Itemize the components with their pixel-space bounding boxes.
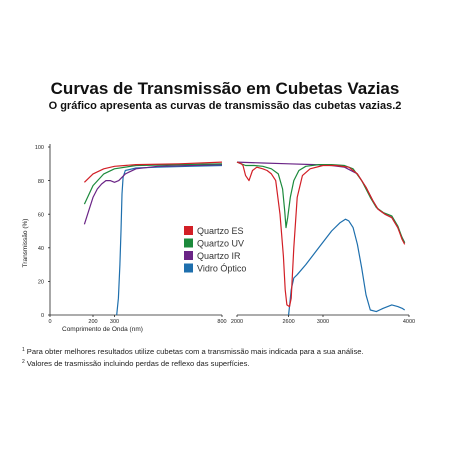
legend-label-quartzo-uv: Quartzo UV bbox=[197, 239, 244, 249]
series-vidro-optico-left bbox=[116, 164, 223, 316]
footnote-2-text: Valores de trasmissão incluindo perdas d… bbox=[26, 359, 250, 368]
y-tick-label: 40 bbox=[38, 246, 44, 252]
chart-subtitle: O gráfico apresenta as curvas de transmi… bbox=[48, 100, 402, 112]
footnote-2-mark: 2 bbox=[22, 359, 25, 365]
y-tick-label: 60 bbox=[38, 212, 44, 218]
legend-swatch-quartzo-uv bbox=[184, 238, 193, 248]
y-tick-label: 100 bbox=[35, 145, 44, 151]
legend-swatch-vidro-optico bbox=[184, 263, 193, 273]
x-tick-label-left: 300 bbox=[110, 319, 119, 325]
x-tick-label-right: 2600 bbox=[282, 319, 294, 325]
x-axis-label: Comprimento de Onda (nm) bbox=[62, 326, 143, 333]
x-tick-label-right: 2000 bbox=[231, 319, 243, 325]
x-tick-label-left: 0 bbox=[48, 319, 51, 325]
chart-title: Curvas de Transmissão em Cubetas Vazias bbox=[50, 79, 400, 98]
y-tick-label: 0 bbox=[41, 313, 44, 319]
legend-swatch-quartzo-es bbox=[184, 226, 193, 235]
legend-label-quartzo-ir: Quartzo IR bbox=[197, 251, 241, 261]
y-tick-label: 20 bbox=[38, 280, 44, 286]
x-tick-label-left: 200 bbox=[88, 319, 97, 325]
x-tick-label-left: 800 bbox=[217, 319, 226, 325]
footnote-1: 1 Para obter melhores resultados utilize … bbox=[22, 347, 364, 356]
x-tick-label-right: 4000 bbox=[403, 319, 415, 325]
series-vidro-optico-right bbox=[288, 218, 406, 316]
footnote-1-text: Para obter melhores resultados utilize c… bbox=[26, 347, 364, 356]
series-quartzo-uv-left bbox=[83, 163, 223, 205]
legend-label-vidro-optico: Vidro Óptico bbox=[197, 264, 246, 274]
y-tick-label: 80 bbox=[38, 179, 44, 185]
series-quartzo-es-left bbox=[83, 161, 223, 183]
series-quartzo-ir-right bbox=[236, 161, 406, 244]
series-quartzo-ir-left bbox=[83, 164, 223, 225]
y-axis-label: Transmissão (%) bbox=[22, 219, 29, 268]
x-tick-label-right: 3000 bbox=[317, 319, 329, 325]
legend-label-quartzo-es: Quartzo ES bbox=[197, 226, 244, 236]
series-quartzo-es-right bbox=[236, 161, 406, 308]
footnote-1-mark: 1 bbox=[22, 347, 25, 353]
footnote-2: 2 Valores de trasmissão incluindo perdas … bbox=[22, 359, 250, 368]
series-quartzo-uv-right bbox=[236, 161, 406, 244]
legend-swatch-quartzo-ir bbox=[184, 251, 193, 260]
